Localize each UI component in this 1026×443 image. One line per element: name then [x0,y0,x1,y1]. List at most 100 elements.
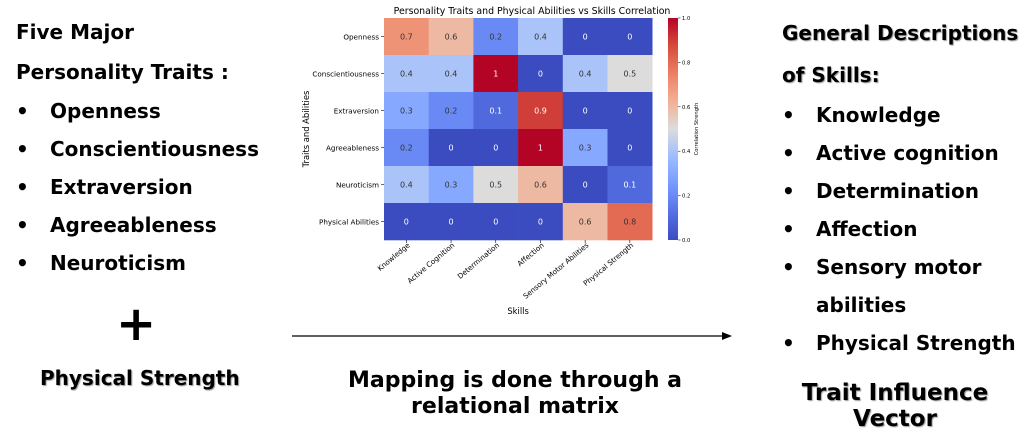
cell-value-label: 0 [449,218,454,227]
heatmap-cell [607,55,653,93]
heatmap-cell [562,55,608,93]
chart-title: Personality Traits and Physical Abilitie… [394,6,671,17]
skill-item: Knowledge [782,96,1022,134]
heatmap-cell [473,92,519,130]
heatmap-cell [518,18,564,56]
colorbar [668,18,678,240]
traits-heading-line1: Five Major [16,20,134,44]
heatmap-cell [562,203,608,241]
tiv-line2: Vector [853,406,937,432]
heatmap-cell [473,55,519,93]
colorbar-tick-label: 0.6 [682,105,690,111]
cell-value-label: 0.4 [534,33,547,42]
cell-value-label: 0.6 [579,218,592,227]
skill-item: Physical Strength [782,324,1022,362]
heatmap-cell [562,92,608,130]
x-tick-label: Determination [456,241,501,281]
cell-value-label: 1 [538,144,543,153]
heatmap-cell [518,92,564,130]
cell-value-label: 0 [538,218,543,227]
correlation-heatmap: Personality Traits and Physical Abilitie… [301,6,700,316]
cell-value-label: 0 [583,33,588,42]
cell-value-label: 0 [627,33,632,42]
skill-item: Sensory motor [782,248,1022,286]
cell-value-label: 0 [627,107,632,116]
heatmap-cell [428,203,474,241]
heatmap-cell [428,129,474,167]
skills-heading-line1: General Descriptions [782,21,1019,45]
caption-line1: Mapping is done through a [348,368,682,393]
skill-item: Affection [782,210,1022,248]
cell-value-label: 0 [449,144,454,153]
y-tick-label: Physical Abilities [319,218,379,227]
x-tick-label: Affection [515,241,545,268]
colorbar-tick-label: 0.4 [682,149,691,155]
colorbar-tick-label: 0.8 [682,60,690,66]
cell-value-label: 0.6 [534,181,547,190]
heatmap-cell [384,166,429,204]
skill-item-continuation: abilities [816,293,907,317]
cell-value-label: 0 [538,70,543,79]
cell-value-label: 0.4 [400,181,413,190]
heatmap-cell [384,129,429,167]
cell-value-label: 0 [493,218,498,227]
cell-value-label: 0 [493,144,498,153]
cell-value-label: 0.9 [534,107,547,116]
mapping-caption: Mapping is done through a relational mat… [330,368,700,420]
cell-value-label: 0.2 [489,33,502,42]
traits-list: Openness Conscientiousness Extraversion … [16,92,276,282]
cell-value-label: 0.1 [489,107,502,116]
cell-value-label: 0.4 [400,70,413,79]
y-tick-label: Openness [343,33,379,42]
cell-value-label: 0.3 [400,107,413,116]
cell-value-label: 0.4 [579,70,592,79]
tiv-line1: Trait Influence [801,380,989,406]
heatmap-cell [473,166,519,204]
trait-item: Neuroticism [16,244,276,282]
skills-heading-line2: of Skills: [782,63,880,87]
plus-sign: + [116,296,157,352]
skill-item: Active cognition [782,134,1022,172]
y-tick-label: Extraversion [334,107,379,116]
heatmap-cell [384,55,429,93]
y-axis-label: Traits and Abilities [301,91,311,169]
heatmap-cell [428,18,474,56]
heatmap-cell [428,55,474,93]
heatmap-cell [384,203,429,241]
cell-value-label: 0.3 [445,181,458,190]
heatmap-cell [607,129,653,167]
cell-value-label: 0.2 [445,107,458,116]
cell-value-label: 0.5 [623,70,636,79]
heatmap-cell [384,92,429,130]
heatmap-cell [473,18,519,56]
trait-item: Openness [16,92,276,130]
y-tick-label: Agreeableness [326,144,379,153]
cell-value-label: 0 [583,181,588,190]
heatmap-cell [562,166,608,204]
heatmap-cell [562,18,608,56]
cell-value-label: 0.2 [400,144,413,153]
heatmap-cell [473,203,519,241]
heatmap-cell [607,92,653,130]
cell-value-label: 0.3 [579,144,592,153]
traits-heading-line2: Personality Traits : [16,60,229,84]
heatmap-cell [562,129,608,167]
cell-value-label: 0.5 [489,181,502,190]
colorbar-tick-label: 1.0 [682,16,690,22]
heatmap-cell [428,92,474,130]
x-tick-label: Active Cognition [405,241,456,286]
skills-list: Knowledge Active cognition Determination… [782,96,1022,362]
heatmap-cell [518,203,564,241]
cell-value-label: 0.4 [445,70,458,79]
trait-item: Conscientiousness [16,130,276,168]
cell-value-label: 0 [583,107,588,116]
heatmap-cell [518,129,564,167]
colorbar-label: Correlation Strength [694,103,700,156]
cell-value-label: 0.7 [400,33,413,42]
colorbar-tick-label: 0.2 [682,194,690,200]
mapping-arrow [292,332,732,340]
traits-panel: Five Major Personality Traits : Openness… [16,12,276,282]
colorbar-tick-label: 0.0 [682,238,690,244]
x-axis-label: Skills [507,306,529,316]
trait-influence-vector-label: Trait Influence Vector [785,380,1005,432]
